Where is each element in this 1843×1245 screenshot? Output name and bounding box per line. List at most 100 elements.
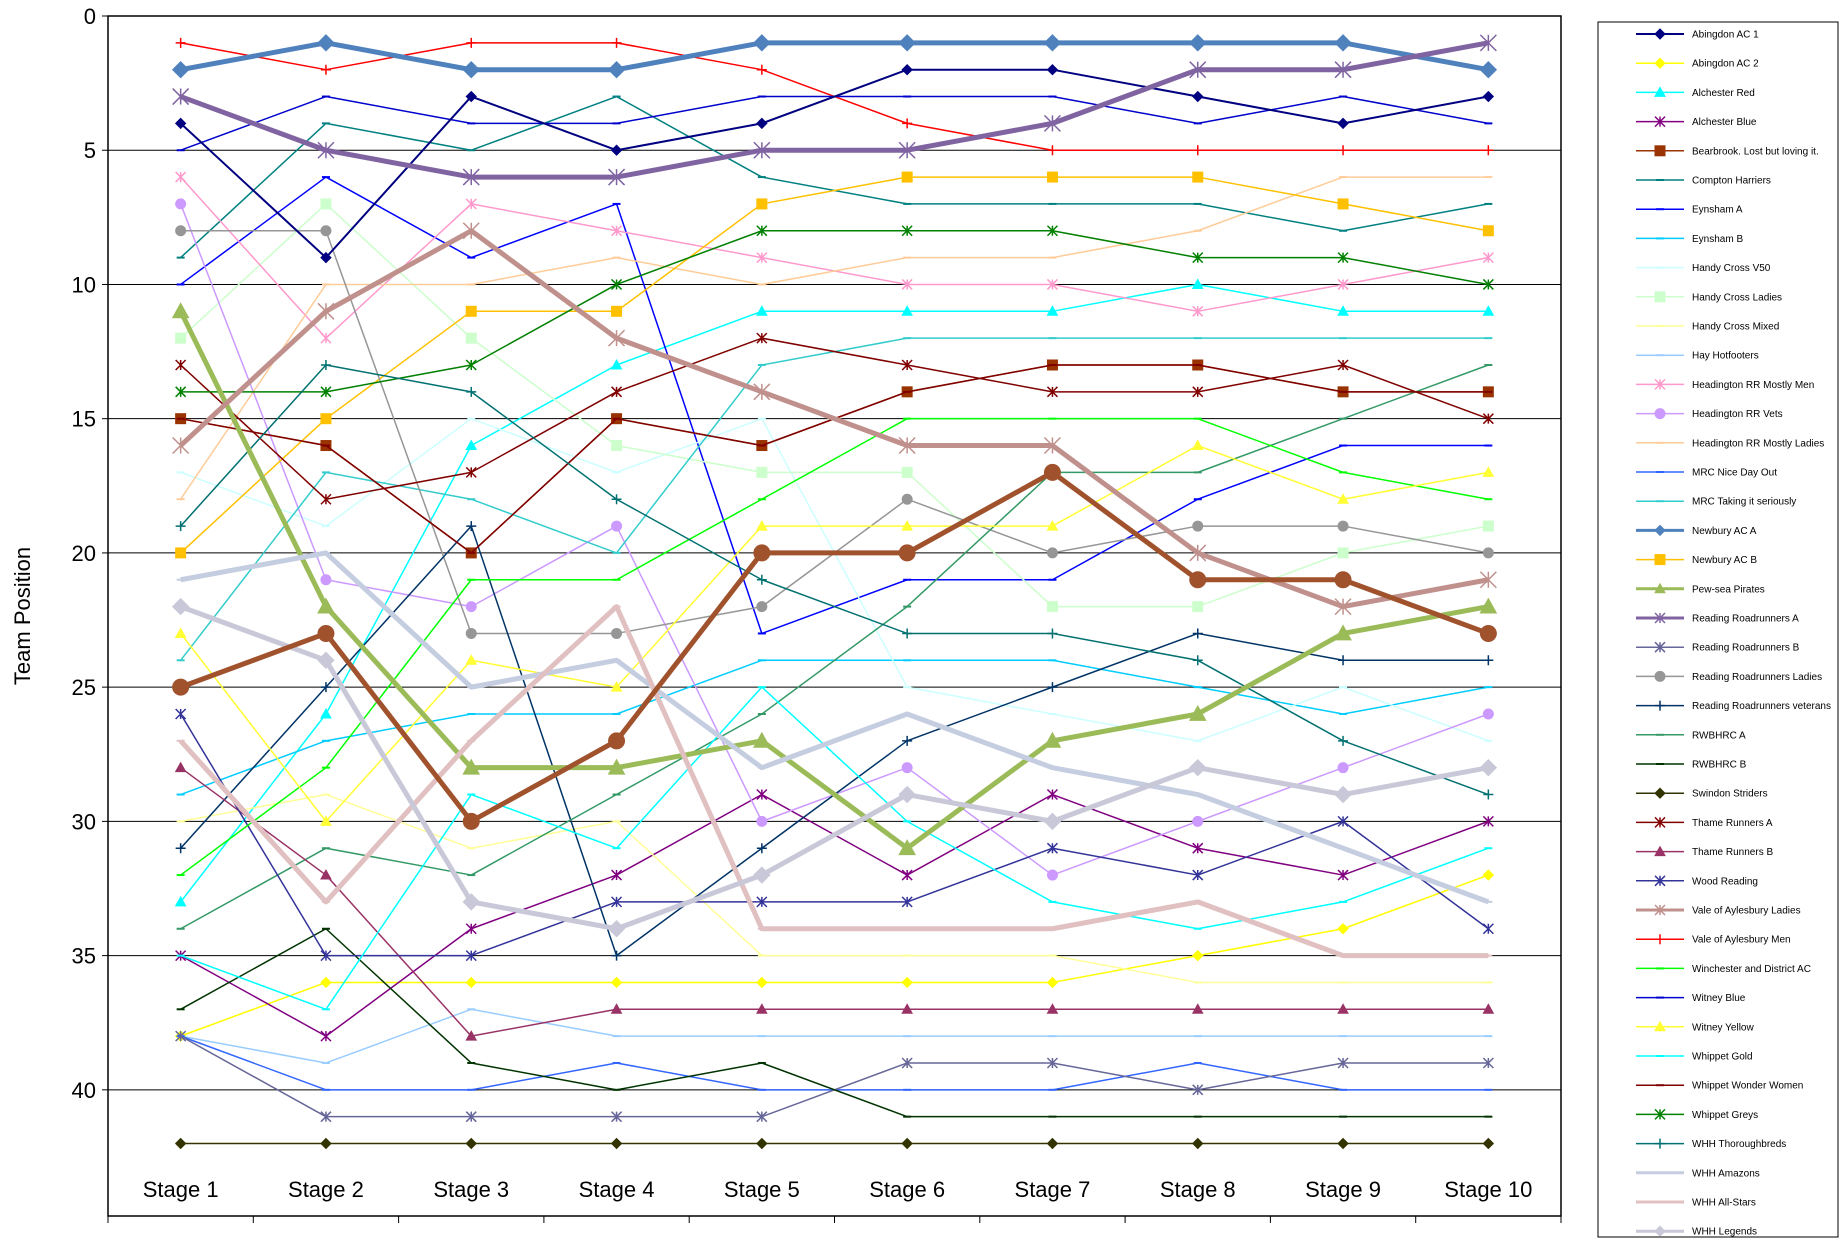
data-point [1043, 731, 1062, 748]
data-point [756, 788, 768, 801]
series-line [180, 713, 1489, 957]
data-point [608, 732, 626, 750]
data-point [320, 413, 332, 425]
legend: Abingdon AC 1 Abingdon AC 2 Alchester Red A… [1636, 28, 1831, 1238]
legend-marker [1655, 1138, 1665, 1149]
series-headington-rr-mostly-ladies [176, 176, 1493, 501]
data-point [756, 305, 768, 316]
legend-marker [1654, 612, 1666, 624]
data-point [1043, 812, 1062, 831]
data-point [465, 359, 477, 371]
legend-marker [1654, 670, 1666, 682]
data-point [462, 758, 481, 775]
data-point [1479, 34, 1497, 52]
data-point [898, 839, 916, 856]
data-point [175, 547, 187, 559]
data-point [1338, 735, 1349, 746]
data-point [320, 976, 332, 989]
data-point [607, 920, 626, 938]
legend-label: Wood Reading [1692, 876, 1758, 887]
legend-label: Whippet Wonder Women [1692, 1081, 1803, 1092]
y-tick-label: 15 [72, 407, 96, 432]
legend-box [1597, 21, 1839, 1238]
data-point [901, 359, 913, 371]
data-point [753, 383, 771, 401]
data-point [901, 896, 913, 908]
legend-item: Alchester Red [1636, 86, 1755, 99]
legend-label: Headington RR Vets [1692, 409, 1783, 420]
legend-marker [1654, 291, 1666, 303]
data-point [1482, 923, 1494, 935]
data-point [1046, 869, 1058, 881]
data-point [175, 521, 186, 532]
data-point [901, 1003, 913, 1014]
legend-label: Reading Roadrunners B [1692, 643, 1800, 654]
data-point [465, 305, 477, 317]
data-point [465, 1137, 477, 1150]
data-point [1482, 278, 1494, 290]
data-point [1192, 252, 1204, 264]
data-point [902, 628, 913, 639]
data-point [756, 1003, 768, 1014]
data-point [1337, 547, 1349, 559]
data-point [171, 302, 190, 319]
data-point [611, 627, 623, 639]
data-point [1043, 463, 1061, 481]
data-point [1191, 439, 1204, 451]
legend-label: Thame Runners A [1692, 818, 1773, 829]
data-point [320, 1137, 332, 1150]
series-line [180, 417, 1489, 876]
legend-label: Eynsham B [1692, 234, 1743, 245]
data-point [1337, 923, 1349, 935]
legend-item: Compton Harriers [1636, 176, 1771, 187]
legend-label: Bearbrook. Lost but loving it. [1692, 146, 1819, 157]
legend-item: WHH Amazons [1636, 1168, 1760, 1179]
data-point [1043, 34, 1062, 52]
data-point [1192, 949, 1204, 962]
data-point [1046, 976, 1059, 989]
data-point [1192, 842, 1204, 854]
y-tick-label: 10 [72, 272, 96, 297]
data-point [1046, 278, 1058, 290]
data-point [465, 627, 477, 639]
data-point [1043, 436, 1061, 455]
data-point [1337, 252, 1349, 264]
data-point [1334, 34, 1352, 52]
data-point [174, 1137, 187, 1150]
data-point [1479, 597, 1498, 614]
data-point [1046, 305, 1059, 316]
y-tick-label: 40 [72, 1078, 96, 1103]
data-point [1479, 60, 1498, 79]
series-line [180, 444, 1489, 823]
series-line [179, 68, 1489, 259]
legend-marker [1654, 787, 1666, 799]
data-point [901, 869, 913, 881]
legend-item: Handy Cross Mixed [1636, 322, 1779, 333]
legend-marker [1654, 554, 1666, 566]
data-point [756, 1137, 768, 1150]
data-point [317, 624, 335, 642]
data-point [611, 386, 623, 398]
legend-marker [1654, 378, 1666, 390]
legend-label: Newbury AC A [1692, 526, 1757, 537]
legend-label: Alchester Red [1692, 88, 1755, 99]
data-point [1483, 655, 1494, 666]
data-point [1188, 704, 1207, 721]
legend-label: Swindon Striders [1692, 789, 1768, 800]
data-point [465, 90, 477, 103]
data-point [756, 1111, 768, 1123]
data-point [756, 64, 767, 75]
legend-label: Handy Cross Ladies [1692, 292, 1782, 303]
y-tick-label: 25 [72, 675, 96, 700]
legend-label: Headington RR Mostly Men [1692, 380, 1814, 391]
data-point [466, 386, 477, 397]
data-point [1192, 815, 1204, 827]
series-line [180, 686, 1489, 1011]
legend-label: WHH Legends [1692, 1227, 1757, 1238]
data-point [1337, 359, 1349, 371]
legend-item: Swindon Striders [1636, 787, 1768, 800]
data-point [756, 574, 767, 585]
data-point [171, 597, 190, 616]
